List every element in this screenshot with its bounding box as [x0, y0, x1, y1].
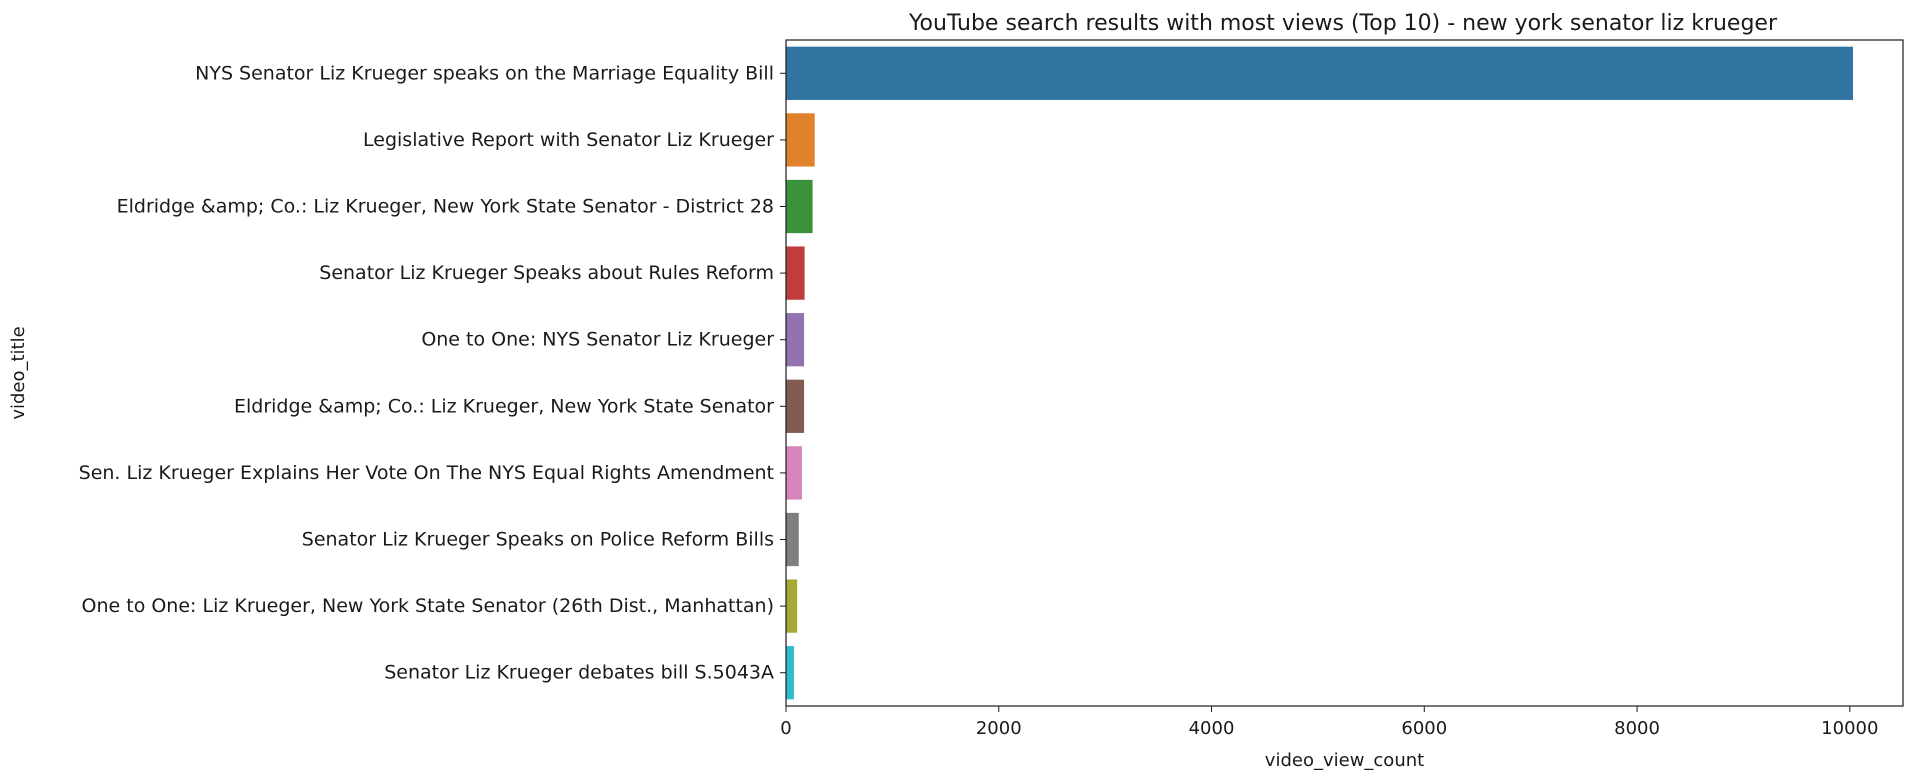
bar	[786, 46, 1854, 100]
category-label: Senator Liz Krueger Speaks on Police Ref…	[302, 529, 774, 551]
category-label: One to One: Liz Krueger, New York State …	[82, 595, 774, 617]
x-tick-label: 10000	[1821, 718, 1878, 739]
category-label: Eldridge &amp; Co.: Liz Krueger, New Yor…	[117, 196, 774, 218]
x-tick-label: 4000	[1189, 718, 1235, 739]
category-label: Legislative Report with Senator Liz Krue…	[363, 129, 774, 151]
category-label: Eldridge &amp; Co.: Liz Krueger, New Yor…	[234, 395, 774, 417]
bar	[786, 446, 802, 500]
bar	[786, 113, 815, 167]
category-label: Senator Liz Krueger debates bill S.5043A	[384, 662, 774, 684]
x-axis-ticks: 0 2000 4000 6000 8000 10000	[780, 706, 1878, 739]
bar	[786, 646, 794, 700]
bar	[786, 313, 805, 367]
bars-group	[786, 46, 1854, 700]
bar	[786, 379, 805, 433]
category-label: NYS Senator Liz Krueger speaks on the Ma…	[195, 62, 774, 84]
category-label: Sen. Liz Krueger Explains Her Vote On Th…	[79, 462, 774, 484]
bar	[786, 179, 813, 234]
x-tick-label: 0	[780, 718, 791, 739]
x-tick-label: 8000	[1614, 718, 1660, 739]
y-axis-label: video_title	[8, 326, 29, 419]
category-label: One to One: NYS Senator Liz Krueger	[421, 329, 774, 351]
bar	[786, 246, 805, 300]
x-tick-label: 2000	[976, 718, 1022, 739]
plot-frame	[785, 39, 1904, 707]
chart-title: YouTube search results with most views (…	[908, 11, 1778, 36]
x-axis-label: video_view_count	[1265, 750, 1424, 771]
bar	[786, 579, 798, 633]
x-tick-label: 6000	[1401, 718, 1447, 739]
category-labels: NYS Senator Liz Krueger speaks on the Ma…	[79, 62, 786, 684]
bar	[786, 512, 799, 567]
category-label: Senator Liz Krueger Speaks about Rules R…	[319, 262, 774, 284]
